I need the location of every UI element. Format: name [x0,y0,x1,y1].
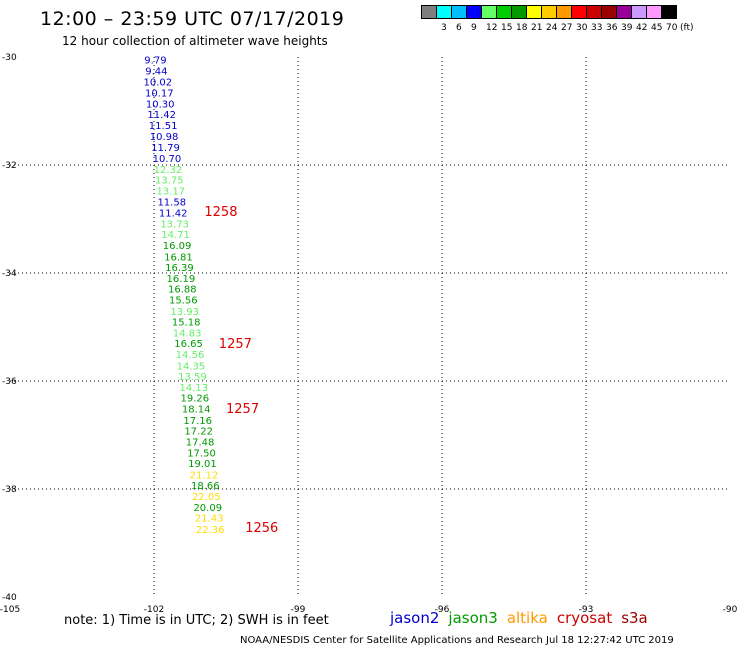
axis-labels: -105 -102 -99 -96 -93 -90 -30 -32 -34 -36 -38 -40 [0,53,738,615]
wave-height-value: 17.22 [184,427,213,438]
legend-labels: 3 6 9 12 15 18 21 24 27 30 33 36 39 42 45 70 (ft) [422,23,740,35]
wave-height-value: 13.75 [155,176,184,187]
map-title: 12:00 – 23:59 UTC 07/17/2019 [40,8,345,30]
wave-height-value: 16.81 [164,252,193,263]
wave-height-value: 15.18 [172,318,201,329]
wave-height-value: 11.42 [159,209,188,220]
wave-height-value: 18.14 [182,405,211,416]
lat-tick-label: -40 [2,593,17,603]
wave-height-value: 21.43 [195,514,224,525]
lat-tick-label: -38 [2,485,17,495]
legend-swatches [421,5,677,19]
lon-tick-label: -105 [0,605,20,615]
legend-label: 24 [546,23,558,33]
lat-tick-label: -32 [2,161,17,171]
satellite-jason3: jason3 [448,609,498,627]
credit-line: NOAA/NESDIS Center for Satellite Applica… [240,635,674,646]
wave-height-value: 16.65 [174,339,203,350]
time-label: 1258 [204,205,237,220]
satellite-legend: jason2 jason3 altika cryosat s3a [390,609,657,627]
time-label: 1256 [245,521,278,536]
wave-height-value: 12.32 [154,165,183,176]
lon-tick-label: -96 [435,605,450,615]
wave-height-value: 16.88 [168,285,197,296]
wave-height-value: 16.09 [163,241,192,252]
wave-height-value: 11.58 [157,198,186,209]
wave-height-value: 11.51 [149,121,178,132]
wave-height-value: 10.98 [150,132,179,143]
wave-height-value: 20.09 [193,503,222,514]
wave-height-value: 21.12 [190,470,219,481]
lat-tick-label: -36 [2,377,17,387]
legend-label: 21 [531,23,543,33]
lon-tick-label: -102 [144,605,164,615]
wave-height-value: 15.56 [169,295,198,306]
lat-tick-label: -30 [2,53,17,63]
legend-label: 45 [651,23,663,33]
wave-height-value: 14.13 [180,383,209,394]
wave-height-value: 13.73 [160,219,189,230]
legend-label: 18 [516,23,528,33]
wave-height-value: 10.70 [153,154,182,165]
legend-label: 39 [621,23,633,33]
wave-height-value: 17.50 [187,448,216,459]
wave-height-value: 11.42 [147,110,176,121]
legend-label: (ft) [680,23,694,33]
satellite-altika: altika [506,609,548,627]
lon-tick-label: -93 [579,605,594,615]
map-subtitle: 12 hour collection of altimeter wave hei… [62,34,328,48]
wave-height-value: 14.83 [173,328,202,339]
time-labels: 1258 1257 1257 1256 [204,205,278,536]
wave-height-value: 10.30 [146,99,175,110]
legend-label: 70 [666,23,678,33]
time-label: 1257 [219,337,252,352]
legend-label: 12 [486,23,498,33]
legend-label: 9 [471,23,477,33]
wave-height-value: 19.26 [180,394,209,405]
legend-label: 30 [576,23,588,33]
wave-height-value: 19.01 [188,459,217,470]
lat-tick-label: -34 [2,269,17,279]
observations: 9.799.4410.0210.1710.3011.4211.5110.9811… [144,56,225,536]
legend-label: 36 [606,23,618,33]
legend-label: 33 [591,23,603,33]
wave-height-value: 11.79 [151,143,180,154]
wave-height-value: 22.36 [196,525,225,536]
satellite-s3a: s3a [621,609,648,627]
wave-height-value: 9.79 [144,56,166,67]
wave-height-value: 14.71 [161,230,190,241]
legend-label: 15 [501,23,513,33]
wave-height-value: 18.66 [191,481,220,492]
wave-height-value: 14.56 [176,350,205,361]
wave-height-value: 22.05 [192,492,221,503]
wave-height-value: 9.44 [145,67,167,78]
satellite-jason2: jason2 [390,609,440,627]
footer-note: note: 1) Time is in UTC; 2) SWH is in fe… [64,613,329,628]
wave-height-value: 10.17 [145,89,174,100]
time-label: 1257 [226,402,259,417]
wave-height-value: 10.02 [144,77,173,88]
wave-height-value: 13.17 [156,186,185,197]
wave-height-value: 13.93 [170,307,199,318]
graticule [10,57,730,597]
legend-label: 3 [441,23,447,33]
legend-swatch [661,5,677,19]
wave-height-value: 14.35 [177,361,206,372]
color-legend: 3 6 9 12 15 18 21 24 27 30 33 36 39 42 45 70 (ft) [421,5,694,33]
legend-label: 6 [456,23,462,33]
satellite-cryosat: cryosat [556,609,613,627]
wave-height-value: 16.19 [167,274,196,285]
wave-height-value: 16.39 [165,263,194,274]
wave-height-value: 13.59 [178,372,207,383]
lon-tick-label: -90 [723,605,738,615]
lon-tick-label: -99 [291,605,306,615]
wave-height-value: 17.16 [183,416,212,427]
legend-label: 27 [561,23,573,33]
wave-height-value: 17.48 [186,437,215,448]
legend-label: 42 [636,23,648,33]
